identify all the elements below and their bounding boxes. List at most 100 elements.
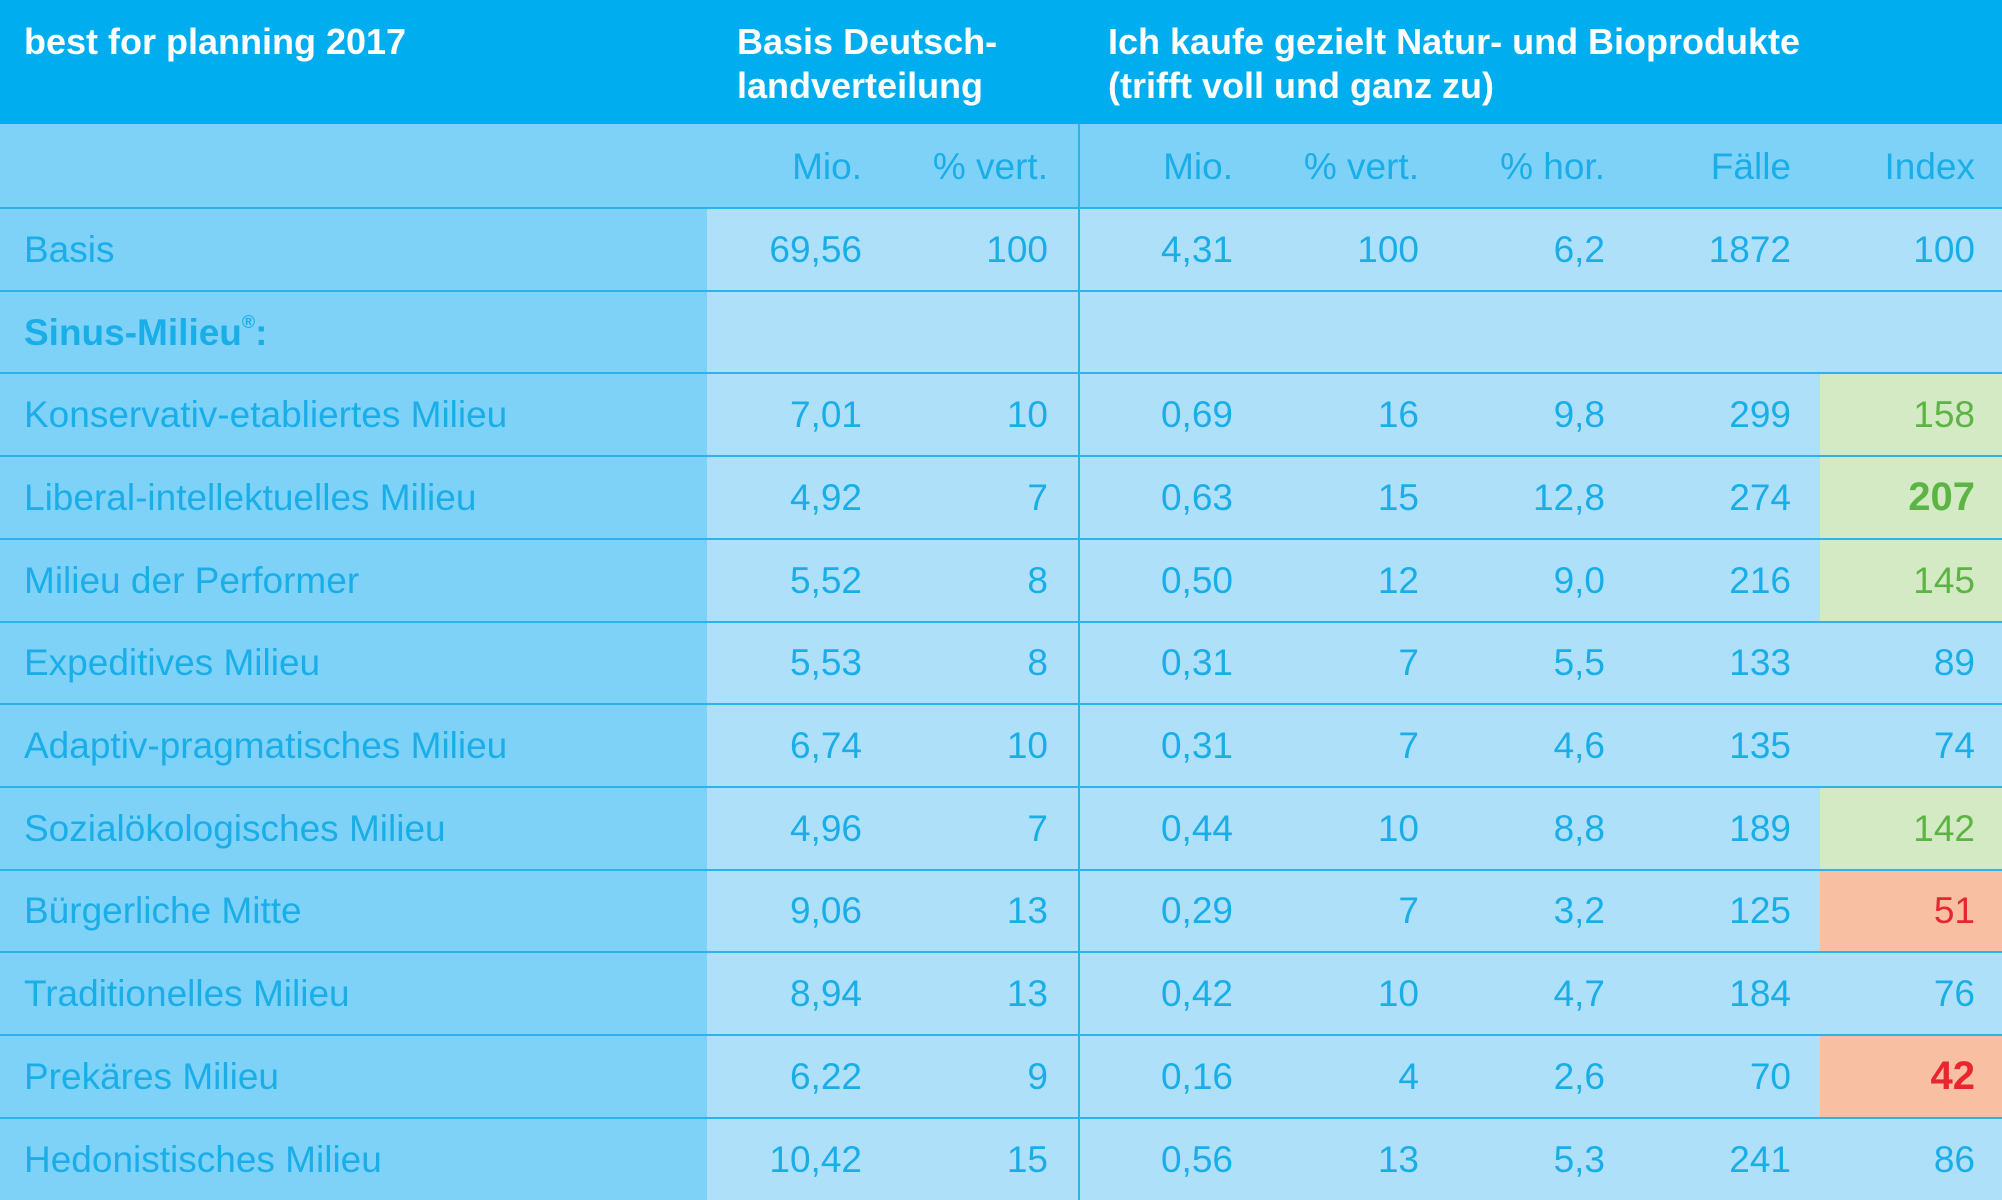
index-highlight xyxy=(1820,787,2002,870)
row-divider xyxy=(0,1116,2002,1119)
table-cell: 299 xyxy=(1729,394,1791,436)
column-header: Index xyxy=(1884,145,1975,187)
section-label: Sinus-Milieu ®: xyxy=(0,291,268,374)
table-cell: 8 xyxy=(1027,559,1048,601)
table-cell: 42 xyxy=(1930,1054,1976,1099)
table-cell: 5,52 xyxy=(789,559,862,601)
row-label: Adaptiv-pragmatisches Milieu xyxy=(24,725,508,767)
table-cell: 8,94 xyxy=(789,973,862,1015)
table-cell: 5,5 xyxy=(1553,642,1605,684)
table-cell: 8 xyxy=(1027,642,1048,684)
table-cell: 13 xyxy=(1006,890,1048,932)
table-cell: 100 xyxy=(1913,228,1975,270)
table-cell: 145 xyxy=(1913,559,1975,601)
table-cell: 6,22 xyxy=(789,1055,862,1097)
table-cell: 3,2 xyxy=(1553,890,1605,932)
column-header: Mio. xyxy=(792,145,862,187)
table-cell: 207 xyxy=(1908,475,1975,520)
table-cell: 7,01 xyxy=(789,394,862,436)
table-cell: 70 xyxy=(1749,1055,1791,1097)
column-header: % vert. xyxy=(1303,145,1419,187)
table-cell: 5,3 xyxy=(1553,1138,1605,1180)
table-cell: 158 xyxy=(1913,394,1975,436)
table-cell: 1872 xyxy=(1708,228,1791,270)
column-header: % vert. xyxy=(932,145,1048,187)
column-header: % hor. xyxy=(1500,145,1605,187)
table-cell: 0,56 xyxy=(1160,1138,1233,1180)
table-cell: 7 xyxy=(1027,807,1048,849)
index-highlight xyxy=(1820,539,2002,622)
table-cell: 15 xyxy=(1377,476,1419,518)
row-divider xyxy=(0,620,2002,623)
table-cell: 51 xyxy=(1933,890,1975,932)
table-cell: 16 xyxy=(1377,394,1419,436)
row-divider xyxy=(0,868,2002,871)
table-cell: 89 xyxy=(1933,642,1975,684)
table-cell: 135 xyxy=(1729,725,1791,767)
row-label: Traditionelles Milieu xyxy=(24,973,350,1015)
table-cell: 6,74 xyxy=(789,725,862,767)
table-cell: 4,31 xyxy=(1160,228,1233,270)
table-cell: 0,50 xyxy=(1160,559,1233,601)
table-cell: 0,69 xyxy=(1160,394,1233,436)
section-label-text: Sinus-Milieu xyxy=(24,311,242,353)
table-cell: 184 xyxy=(1729,973,1791,1015)
row-label: Konservativ-etabliertes Milieu xyxy=(24,394,508,436)
row-label: Prekäres Milieu xyxy=(24,1055,279,1097)
row-divider xyxy=(0,289,2002,292)
table-cell: 6,2 xyxy=(1553,228,1605,270)
row-label: Liberal-intellektuelles Milieu xyxy=(24,476,477,518)
table-cell: 0,29 xyxy=(1160,890,1233,932)
table-cell: 4,6 xyxy=(1553,725,1605,767)
table-cell: 189 xyxy=(1729,807,1791,849)
row-label: Sozialökologisches Milieu xyxy=(24,807,446,849)
row-divider xyxy=(0,207,2002,209)
table-cell: 76 xyxy=(1933,973,1975,1015)
basis-group-header-line: Basis Deutsch- xyxy=(737,21,998,62)
row-label: Milieu der Performer xyxy=(24,559,360,601)
table-cell: 12,8 xyxy=(1532,476,1605,518)
basis-group-header-line: landverteilung xyxy=(737,64,984,106)
table-cell: 0,44 xyxy=(1160,807,1233,849)
row-divider xyxy=(0,537,2002,540)
group-divider xyxy=(1078,124,1080,1200)
table-title: best for planning 2017 xyxy=(24,21,407,62)
row-label: Hedonistisches Milieu xyxy=(24,1138,382,1180)
table-cell: 100 xyxy=(1357,228,1419,270)
registered-mark: ® xyxy=(241,312,256,333)
column-header: Fälle xyxy=(1710,145,1791,187)
table-cell: 7 xyxy=(1027,476,1048,518)
table-cell: 15 xyxy=(1006,1138,1048,1180)
index-highlight xyxy=(1820,1036,2002,1118)
table-cell: 9,0 xyxy=(1553,559,1605,601)
table-cell: 9,8 xyxy=(1553,394,1605,436)
table-cell: 241 xyxy=(1729,1138,1791,1180)
table-cell: 4,7 xyxy=(1553,973,1605,1015)
table-cell: 274 xyxy=(1729,476,1791,518)
basis-group-header: Basis Deutsch-landverteilung xyxy=(737,0,997,124)
table-cell: 74 xyxy=(1933,725,1975,767)
target-group-header: Ich kaufe gezielt Natur- und Bioprodukte… xyxy=(1108,0,1800,124)
table-cell: 10 xyxy=(1377,973,1419,1015)
table-cell: 10,42 xyxy=(769,1138,862,1180)
row-divider xyxy=(0,1034,2002,1036)
column-header: Mio. xyxy=(1163,145,1233,187)
table-cell: 125 xyxy=(1729,890,1791,932)
subheader-band xyxy=(0,124,2002,208)
table-cell: 13 xyxy=(1377,1138,1419,1180)
table-cell: 9,06 xyxy=(789,890,862,932)
target-group-header-line: (trifft voll und ganz zu) xyxy=(1108,64,1494,106)
row-divider xyxy=(0,703,2002,706)
index-highlight xyxy=(1820,457,2002,539)
table-cell: 10 xyxy=(1377,807,1419,849)
row-divider xyxy=(0,951,2002,954)
row-label: Bürgerliche Mitte xyxy=(24,890,302,932)
index-highlight xyxy=(1820,374,2002,457)
table-cell: 2,6 xyxy=(1553,1055,1605,1097)
table-cell: 4 xyxy=(1398,1055,1419,1097)
table-cell: 0,42 xyxy=(1160,973,1233,1015)
table-cell: 0,63 xyxy=(1160,476,1233,518)
table-cell: 216 xyxy=(1729,559,1791,601)
table-cell: 13 xyxy=(1006,973,1048,1015)
